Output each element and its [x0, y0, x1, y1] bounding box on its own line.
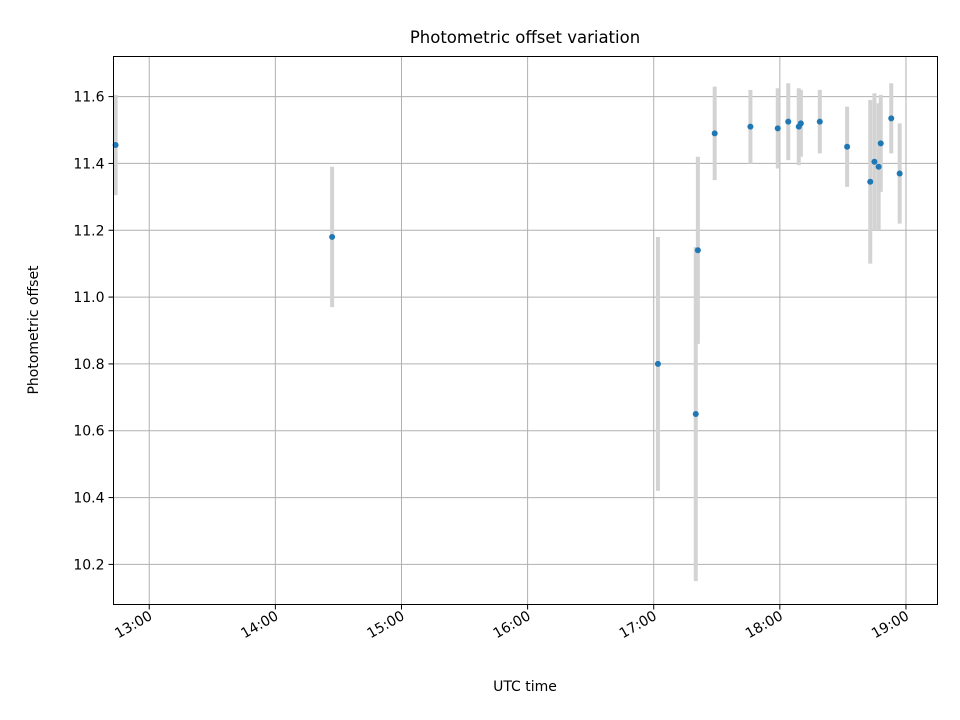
data-points [112, 115, 903, 418]
y-axis-label: Photometric offset [26, 265, 42, 395]
data-point [747, 123, 754, 130]
data-point [896, 170, 903, 177]
y-tick-label: 10.2 [73, 557, 104, 573]
data-point [888, 115, 895, 122]
y-tick-label: 10.6 [73, 424, 104, 440]
data-point [797, 120, 804, 127]
plot-frame [113, 56, 938, 605]
data-point [711, 130, 718, 137]
data-point [844, 143, 851, 150]
data-point [694, 247, 701, 254]
data-point [816, 118, 823, 125]
y-tick-label: 11.0 [73, 290, 104, 306]
y-tick-label: 11.4 [73, 156, 104, 172]
data-point [877, 140, 884, 147]
y-tick-label: 10.8 [73, 357, 104, 373]
data-point [774, 125, 781, 132]
chart-title: Photometric offset variation [410, 28, 640, 47]
grid-lines [113, 56, 938, 605]
y-tick-label: 11.6 [73, 90, 104, 106]
y-tick-label: 10.4 [73, 491, 104, 507]
data-point [875, 163, 882, 170]
y-tick-label: 11.2 [73, 223, 104, 239]
y-axis: 10.2 10.4 10.6 10.8 11.0 11.2 11.4 11.6 [73, 90, 114, 573]
data-point [785, 118, 792, 125]
x-axis-label: UTC time [493, 679, 557, 695]
data-point [112, 142, 119, 149]
data-point [692, 411, 699, 418]
data-point [654, 360, 661, 367]
data-point [871, 158, 878, 165]
data-point [867, 178, 874, 185]
data-point [329, 233, 336, 240]
